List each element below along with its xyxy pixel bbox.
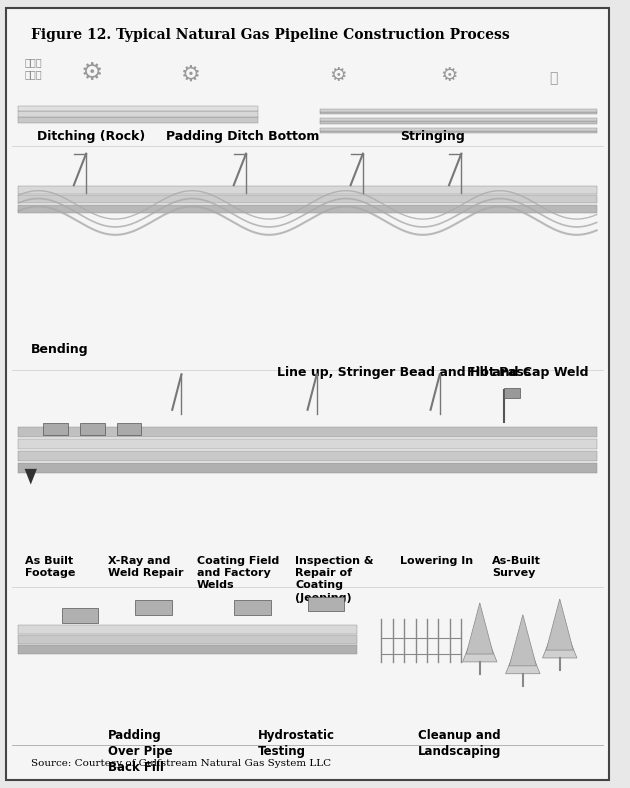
Text: Cleanup and
Landscaping: Cleanup and Landscaping <box>418 729 501 758</box>
Bar <box>18 106 258 111</box>
Text: ⚙: ⚙ <box>440 66 458 85</box>
Polygon shape <box>506 630 540 674</box>
Bar <box>18 451 597 461</box>
Bar <box>135 600 172 615</box>
Text: Padding
Over Pipe
Back Fill: Padding Over Pipe Back Fill <box>108 729 172 774</box>
Bar <box>234 600 271 615</box>
Bar <box>117 423 142 435</box>
Polygon shape <box>542 615 577 658</box>
Bar <box>18 117 258 123</box>
Polygon shape <box>462 619 497 662</box>
Bar <box>320 118 597 121</box>
Bar <box>505 388 520 398</box>
Text: Bending: Bending <box>31 343 88 355</box>
Bar <box>18 439 597 449</box>
Text: Padding Ditch Bottom: Padding Ditch Bottom <box>166 130 319 143</box>
Text: Lowering In: Lowering In <box>400 556 473 566</box>
Bar <box>320 112 597 114</box>
Text: Coating Field
and Factory
Welds: Coating Field and Factory Welds <box>197 556 279 590</box>
Text: Fill and Cap Weld: Fill and Cap Weld <box>467 366 589 379</box>
Text: Stringing: Stringing <box>400 130 464 143</box>
Text: Line up, Stringer Bead and Hot Pass: Line up, Stringer Bead and Hot Pass <box>277 366 531 379</box>
Bar <box>320 128 597 131</box>
Polygon shape <box>509 615 536 666</box>
Text: As Built
Footage: As Built Footage <box>25 556 75 578</box>
Bar <box>320 131 597 133</box>
Text: ⚙: ⚙ <box>329 66 347 85</box>
Text: ⚙: ⚙ <box>181 65 201 85</box>
Text: 🌲🌲🌲
🌲🌲🌲: 🌲🌲🌲 🌲🌲🌲 <box>25 58 42 79</box>
Text: Ditching (Rock): Ditching (Rock) <box>37 130 145 143</box>
Bar <box>18 205 597 213</box>
Bar <box>18 195 597 203</box>
Polygon shape <box>466 603 493 654</box>
Polygon shape <box>546 599 573 650</box>
Polygon shape <box>25 469 37 485</box>
Text: As-Built
Survey: As-Built Survey <box>492 556 541 578</box>
Bar <box>18 463 597 473</box>
Text: Figure 12. Typical Natural Gas Pipeline Construction Process: Figure 12. Typical Natural Gas Pipeline … <box>31 28 510 42</box>
Text: Inspection &
Repair of
Coating
(Jeeping): Inspection & Repair of Coating (Jeeping) <box>295 556 374 603</box>
Bar <box>18 635 357 644</box>
Text: 🚗: 🚗 <box>549 71 558 85</box>
Text: X-Ray and
Weld Repair: X-Ray and Weld Repair <box>108 556 183 578</box>
Bar <box>307 597 345 611</box>
Text: Hydrostatic
Testing: Hydrostatic Testing <box>258 729 335 758</box>
Bar <box>18 625 357 634</box>
Bar <box>18 186 597 194</box>
Bar <box>320 109 597 112</box>
Text: Source: Courtesy of Gulfstream Natural Gas System LLC: Source: Courtesy of Gulfstream Natural G… <box>31 760 331 768</box>
Bar <box>80 423 105 435</box>
Bar <box>18 427 597 437</box>
Bar <box>18 645 357 654</box>
Bar <box>320 121 597 124</box>
Bar <box>43 423 67 435</box>
Bar <box>62 608 98 623</box>
Text: ⚙: ⚙ <box>81 61 103 85</box>
Bar <box>18 111 258 117</box>
